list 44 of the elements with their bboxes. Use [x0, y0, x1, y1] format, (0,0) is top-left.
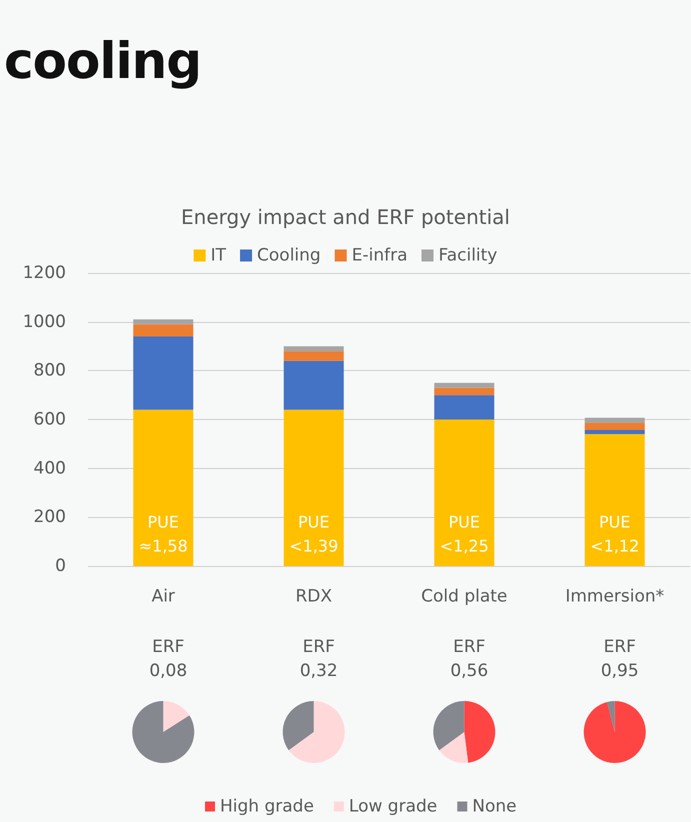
x-tick-label: Air [152, 586, 175, 606]
annotation: PUE <1,12 [590, 512, 640, 556]
bar [133, 410, 194, 566]
bar [434, 388, 494, 396]
bar [434, 420, 494, 566]
legend-label: Cooling [257, 246, 321, 266]
text: ERF 0,95 [600, 637, 639, 681]
bar [133, 319, 194, 324]
annotation: PUE <1,25 [440, 512, 489, 556]
bar [434, 382, 494, 388]
bar [434, 395, 494, 420]
bar [584, 430, 645, 434]
text: ERF 0,32 [300, 637, 338, 681]
text: cooling [4, 32, 202, 90]
bar [584, 418, 645, 423]
x-tick-label: Immersion* [565, 586, 664, 606]
y-tick-label: 400 [34, 458, 66, 478]
annotation: PUE ≈1,58 [138, 512, 188, 556]
y-tick-label: 1000 [22, 312, 66, 332]
bar [133, 336, 194, 410]
bar [584, 434, 645, 566]
bar [284, 346, 344, 352]
annotation: PUE <1,39 [289, 512, 338, 556]
legend-label: IT [210, 246, 227, 266]
bar [284, 410, 344, 566]
bar [584, 422, 645, 430]
legend-label: Facility [438, 246, 498, 266]
y-tick-label: 1200 [22, 263, 66, 283]
x-tick-label: Cold plate [421, 586, 508, 606]
legend-label: Low grade [348, 796, 438, 816]
x-tick-label: RDX [295, 586, 332, 606]
chart-title: Energy impact and ERF potential [181, 205, 510, 229]
y-tick-label: 200 [34, 507, 66, 528]
legend-label: E-infra [352, 246, 408, 266]
y-tick-label: 600 [34, 410, 66, 430]
y-tick-label: 800 [34, 360, 66, 381]
text: ERF 0,56 [450, 637, 488, 681]
bar [133, 324, 194, 336]
text: ERF 0,08 [149, 637, 188, 681]
bar [284, 351, 344, 361]
legend-label: None [472, 796, 517, 816]
y-tick-label: 0 [55, 556, 66, 576]
legend-label: High grade [220, 796, 314, 816]
bar [284, 360, 344, 410]
